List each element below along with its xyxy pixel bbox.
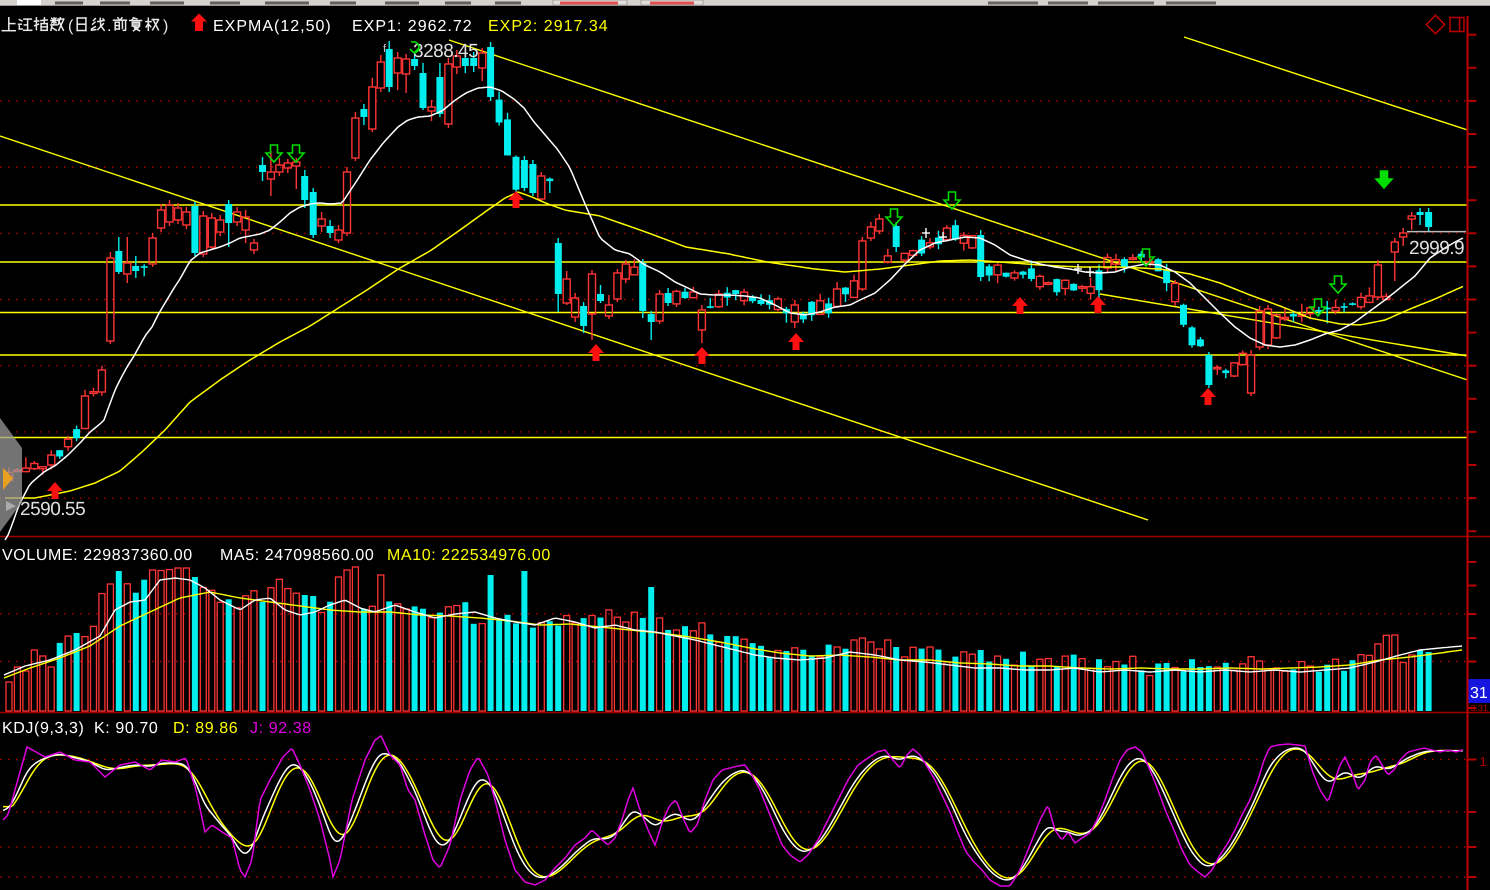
svg-text:EXP2: 2917.34: EXP2: 2917.34 [488, 18, 609, 35]
svg-text:VOLUME: 229837360.00: VOLUME: 229837360.00 [2, 547, 193, 564]
svg-text:D: 89.86: D: 89.86 [173, 720, 238, 737]
svg-text:EXP1: 2962.72: EXP1: 2962.72 [352, 18, 473, 35]
svg-text:MA10: 222534976.00: MA10: 222534976.00 [387, 547, 551, 564]
svg-text:KDJ(9,3,3): KDJ(9,3,3) [2, 720, 84, 737]
svg-text:EXPMA(12,50): EXPMA(12,50) [213, 18, 332, 35]
svg-text:(: ( [68, 18, 74, 35]
svg-text:2999.9: 2999.9 [1409, 238, 1464, 259]
svg-text:3.31: 3.31 [1471, 703, 1489, 713]
svg-text:1: 1 [1480, 754, 1487, 769]
svg-text:): ) [163, 18, 168, 35]
svg-text:J: 92.38: J: 92.38 [250, 720, 312, 737]
svg-text:31: 31 [1470, 685, 1488, 702]
svg-text:K: 90.70: K: 90.70 [94, 720, 158, 737]
svg-text:2590.55: 2590.55 [20, 499, 85, 520]
svg-text:3288.45: 3288.45 [413, 41, 478, 62]
svg-text:.: . [107, 18, 111, 35]
svg-text:MA5: 247098560.00: MA5: 247098560.00 [220, 547, 374, 564]
svg-text:f: f [383, 43, 387, 55]
